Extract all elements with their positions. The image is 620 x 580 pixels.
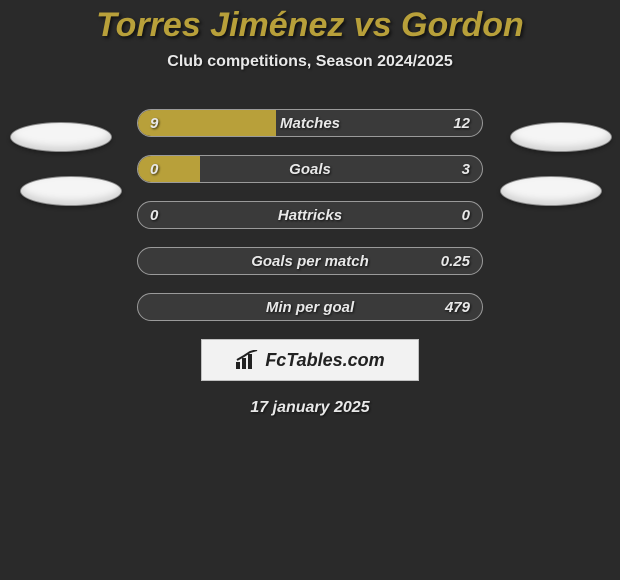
brand-badge: FcTables.com bbox=[201, 339, 419, 381]
stat-value-left: 9 bbox=[150, 110, 158, 136]
stat-row: Goals per match0.25 bbox=[137, 247, 483, 275]
stat-label: Goals bbox=[138, 156, 482, 182]
stat-label: Min per goal bbox=[138, 294, 482, 320]
stat-row: Hattricks0 0 bbox=[137, 201, 483, 229]
stat-rows: Matches912Goals03Hattricks00Goals per ma… bbox=[0, 109, 620, 321]
stat-row: Matches9 12 bbox=[137, 109, 483, 137]
stat-label: Matches bbox=[138, 110, 482, 136]
stat-label: Goals per match bbox=[138, 248, 482, 274]
stat-value-right: 479 bbox=[445, 294, 470, 320]
stat-value-left: 0 bbox=[150, 202, 158, 228]
stat-value-right: 12 bbox=[453, 110, 470, 136]
date-label: 17 january 2025 bbox=[0, 399, 620, 417]
stat-value-left: 0 bbox=[150, 156, 158, 182]
stat-value-right: 0 bbox=[462, 202, 470, 228]
stat-row: Goals0 3 bbox=[137, 155, 483, 183]
stat-row: Min per goal479 bbox=[137, 293, 483, 321]
page-subtitle: Club competitions, Season 2024/2025 bbox=[0, 53, 620, 71]
page-title: Torres Jiménez vs Gordon bbox=[0, 0, 620, 45]
stat-value-right: 3 bbox=[462, 156, 470, 182]
stat-label: Hattricks bbox=[138, 202, 482, 228]
stat-value-right: 0.25 bbox=[441, 248, 470, 274]
brand-chart-icon bbox=[235, 350, 259, 370]
brand-text: FcTables.com bbox=[265, 350, 384, 371]
